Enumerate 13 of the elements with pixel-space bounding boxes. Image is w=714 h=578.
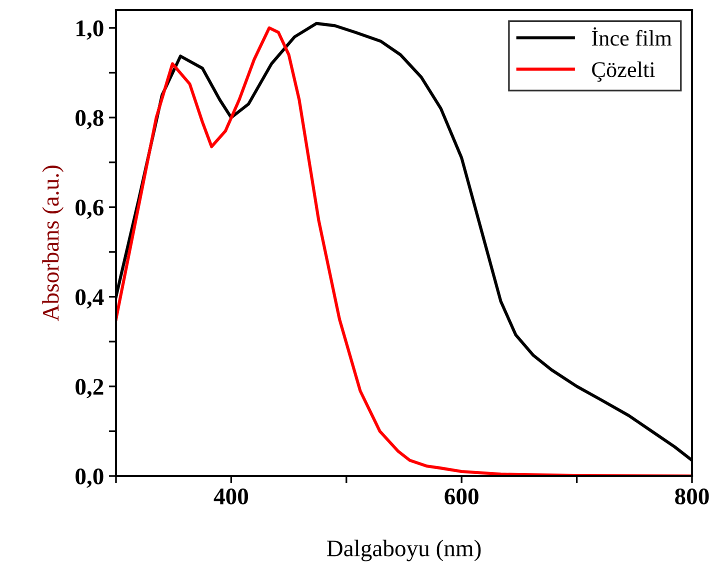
y-axis-title: Absorbans (a.u.) bbox=[42, 166, 64, 322]
y-tick-label: 0,4 bbox=[76, 289, 104, 309]
y-tick-label: 0,6 bbox=[76, 200, 104, 219]
x-tick-label: 600 bbox=[444, 488, 478, 504]
y-tick-label: 0,8 bbox=[76, 110, 104, 130]
x-tick-label: 400 bbox=[214, 488, 248, 504]
x-axis-title: Dalgaboyu (nm) bbox=[326, 540, 481, 562]
y-tick-label: 0,2 bbox=[76, 378, 104, 398]
legend-label: Çözelti bbox=[592, 62, 655, 82]
x-tick-label: 800 bbox=[675, 488, 709, 504]
legend-label: İnce film bbox=[592, 27, 672, 46]
y-tick-label: 1,0 bbox=[76, 20, 104, 40]
y-tick-label: 0,0 bbox=[76, 468, 104, 488]
